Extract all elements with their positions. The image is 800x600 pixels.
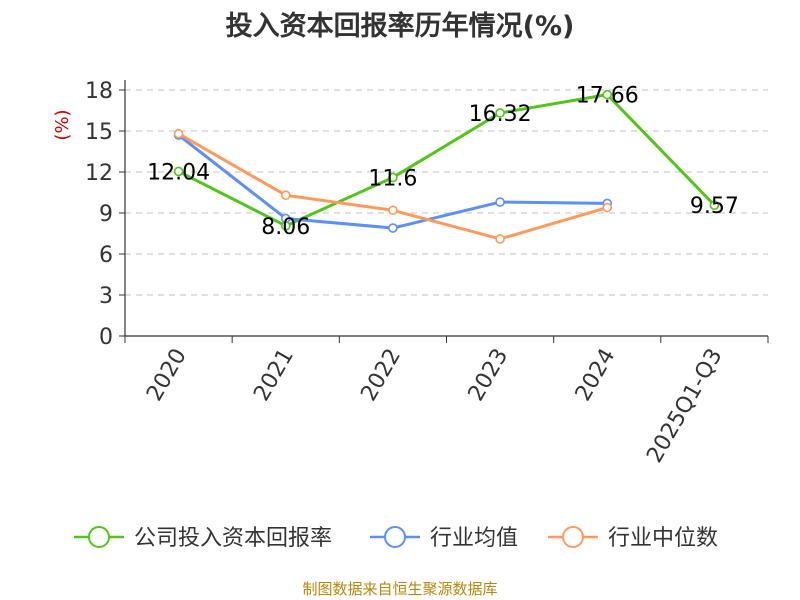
y-tick-label: 6 (99, 243, 113, 268)
data-label: 11.6 (368, 166, 417, 191)
y-tick-label: 0 (99, 325, 113, 350)
legend-swatch-marker (384, 526, 406, 548)
x-tick-label: 2020 (142, 345, 192, 406)
grid-lines (125, 89, 768, 296)
data-label: 8.06 (261, 215, 310, 240)
data-point (495, 234, 505, 244)
data-label: 12.04 (147, 160, 210, 185)
data-point (602, 202, 613, 213)
series-lines (173, 89, 720, 244)
data-point (495, 197, 505, 207)
data-point (173, 166, 184, 177)
y-tick-label: 9 (99, 202, 113, 227)
data-label: 9.57 (690, 194, 739, 219)
axes: 0 3 6 9 12 15 18 2020 2021 2022 2023 2024 2025Q1-Q3 (85, 79, 769, 468)
legend-label: 行业中位数 (608, 526, 718, 551)
x-tick-label: 2021 (249, 345, 299, 406)
legend-label: 行业均值 (430, 526, 518, 551)
x-tick-label: 2025Q1-Q3 (642, 345, 727, 468)
x-tick-label: 2024 (571, 345, 621, 406)
data-labels: 12.04 8.06 11.6 16.32 17.66 9.57 (147, 84, 739, 240)
data-point (173, 128, 184, 139)
y-tick-label: 12 (85, 161, 113, 186)
legend-swatch-marker (562, 526, 584, 548)
x-tick-label: 2023 (464, 345, 514, 406)
legend-swatch-marker (88, 526, 110, 548)
legend-label: 公司投入资本回报率 (134, 526, 332, 551)
y-tick-label: 3 (99, 284, 113, 309)
legend: 公司投入资本回报率 行业均值 行业中位数 (74, 526, 718, 551)
chart-title: 投入资本回报率历年情况(%) (225, 11, 575, 42)
x-tick-label: 2022 (356, 345, 406, 406)
data-label: 16.32 (469, 102, 532, 127)
data-point (709, 200, 720, 211)
data-point (280, 213, 291, 224)
y-tick-label: 18 (85, 79, 113, 104)
data-point (602, 89, 613, 100)
data-label: 17.66 (576, 84, 639, 109)
data-point (280, 190, 291, 201)
data-source-note: 制图数据来自恒生聚源数据库 (302, 580, 498, 598)
data-point (388, 223, 398, 233)
y-axis-label: (%) (52, 109, 73, 140)
data-point (388, 172, 398, 183)
data-point (495, 108, 505, 118)
series-line (177, 93, 716, 228)
y-tick-label: 15 (85, 120, 113, 145)
data-point (388, 205, 398, 216)
